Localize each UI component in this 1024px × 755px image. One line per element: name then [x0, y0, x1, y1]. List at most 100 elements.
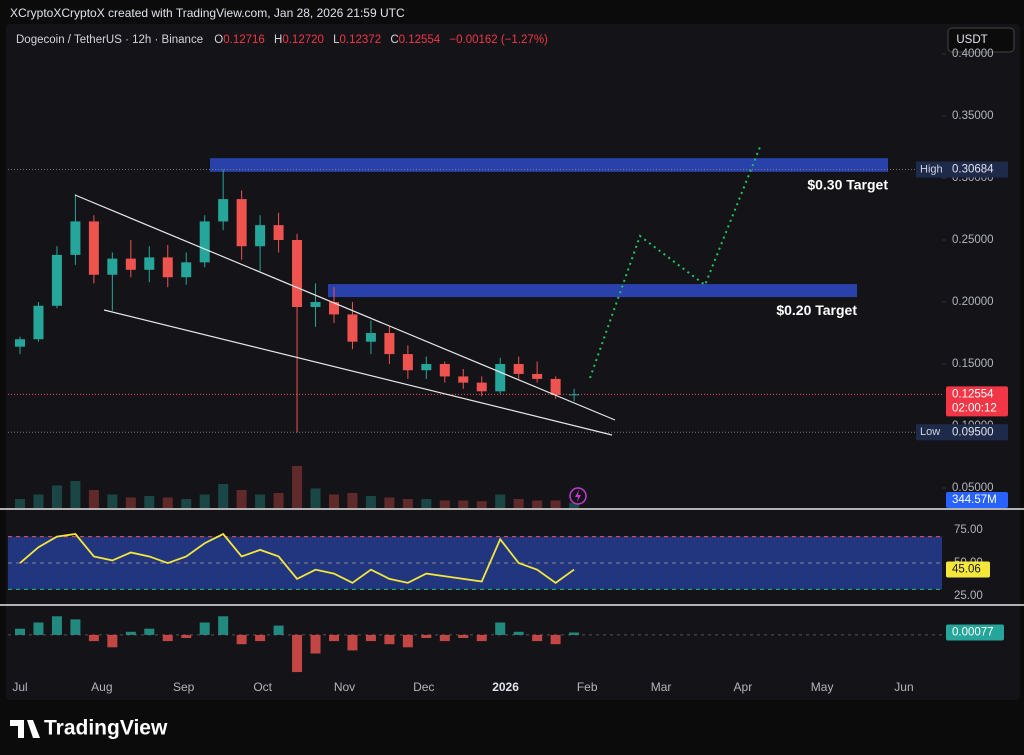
- volume-bar: [292, 466, 303, 508]
- y-tick-label: 0.15000: [952, 358, 994, 370]
- x-tick-label: Dec: [413, 680, 434, 694]
- volume-bar: [255, 494, 266, 508]
- macd-bar: [532, 634, 543, 642]
- volume-bar: [569, 502, 580, 508]
- candle-body: [107, 258, 118, 275]
- candle-body: [365, 333, 376, 342]
- rsi-value: 45.06: [952, 564, 981, 576]
- macd-bar: [33, 622, 44, 635]
- brand-logo: [10, 720, 40, 738]
- low-value: 0.09500: [952, 426, 994, 438]
- volume-bar: [439, 500, 450, 508]
- candle-body: [218, 199, 229, 222]
- candle-body: [292, 240, 303, 307]
- chart-area: [6, 24, 1020, 700]
- volume-bar: [181, 499, 192, 508]
- candle-body: [273, 225, 284, 241]
- rsi-tick-label: 75.00: [954, 524, 983, 536]
- volume-bar: [365, 496, 376, 508]
- volume-bar: [33, 494, 44, 508]
- volume-bar: [162, 497, 173, 508]
- candle-body: [88, 221, 99, 275]
- x-tick-label: Jul: [12, 680, 27, 694]
- volume-bar: [144, 496, 155, 508]
- macd-bar: [365, 634, 376, 642]
- high-value-box: [946, 161, 1008, 178]
- symbol-line: Dogecoin / TetherUS · 12h · Binance O0.1…: [16, 34, 548, 46]
- volume-bar: [476, 501, 487, 508]
- rsi-line: [19, 532, 575, 584]
- y-tick-label: 0.05000: [952, 482, 994, 494]
- volume-bar: [125, 497, 136, 508]
- candle-body: [162, 257, 173, 278]
- macd-bar: [328, 634, 339, 642]
- rsi-value-box: [946, 561, 990, 578]
- target-label: $0.20 Target: [776, 302, 857, 318]
- volume-bar: [218, 484, 229, 508]
- y-tick-label: 0.20000: [952, 296, 994, 308]
- volume-label: 344.57M: [952, 494, 997, 506]
- macd-bar: [513, 631, 524, 635]
- x-tick-label: Jun: [894, 680, 913, 694]
- x-tick-label: Oct: [253, 680, 272, 694]
- volume-bar: [70, 481, 81, 508]
- drawings: [0, 146, 1024, 738]
- volume-bar: [347, 493, 358, 508]
- macd-bar: [125, 631, 136, 635]
- low-box: [916, 424, 946, 441]
- macd-bar: [310, 634, 321, 654]
- ohlc-value: 0.12716: [223, 34, 265, 46]
- x-tick-label: Mar: [651, 680, 672, 694]
- brand-name: TradingView: [44, 717, 168, 740]
- alert-bolt: [575, 490, 581, 502]
- macd-bar: [439, 634, 450, 642]
- attribution: XCryptoXCryptoX created with TradingView…: [10, 6, 405, 20]
- macd-value: 0.00077: [952, 627, 994, 639]
- target-zone: [328, 284, 857, 298]
- volume-bar: [421, 499, 432, 508]
- plot-layer: $0.30 Target$0.20 Target0.050000.100000.…: [8, 48, 1008, 694]
- low-value-box: [946, 424, 1008, 441]
- last-price: 0.12554: [952, 388, 994, 400]
- macd-bar: [347, 634, 358, 651]
- x-tick-label: Apr: [734, 680, 753, 694]
- candle-body: [550, 378, 561, 396]
- x-tick-label: 2026: [492, 680, 519, 694]
- high-box: [916, 161, 946, 178]
- candle-body: [33, 305, 44, 340]
- candle-body: [199, 221, 210, 263]
- volume-bar: [199, 494, 210, 508]
- candle-body: [384, 333, 395, 355]
- macd-bar: [255, 634, 266, 642]
- volume-box: [946, 492, 1008, 508]
- volume-bar: [384, 497, 395, 508]
- macd-bar: [144, 628, 155, 635]
- volume-bar: [107, 494, 118, 508]
- macd-bar: [292, 634, 303, 673]
- ohlc-key: C: [390, 34, 398, 46]
- currency-button[interactable]: [947, 27, 1015, 53]
- countdown: 02:00:12: [952, 402, 997, 414]
- candle-body: [458, 376, 469, 383]
- macd-bar: [162, 634, 173, 642]
- volume-bar: [15, 499, 26, 508]
- macd-bar: [199, 622, 210, 635]
- candle-body: [569, 394, 580, 396]
- macd-bar: [107, 634, 118, 648]
- high-name: High: [920, 163, 943, 175]
- currency-label: USDT: [956, 34, 987, 46]
- macd-bar: [421, 634, 432, 638]
- macd-bar: [384, 634, 395, 645]
- volume-bar: [495, 494, 506, 508]
- volume-bar: [402, 499, 413, 508]
- macd-bar: [495, 622, 506, 635]
- high-value: 0.30684: [952, 164, 994, 176]
- target-zone: [210, 158, 888, 172]
- symbol: Dogecoin / TetherUS · 12h · Binance: [16, 34, 203, 46]
- candle-body: [532, 373, 543, 379]
- projection-path: [589, 146, 761, 379]
- candle-body: [495, 364, 506, 392]
- candle-body: [476, 382, 487, 392]
- ohlc-key: L: [333, 34, 340, 46]
- wedge-lower: [103, 309, 613, 436]
